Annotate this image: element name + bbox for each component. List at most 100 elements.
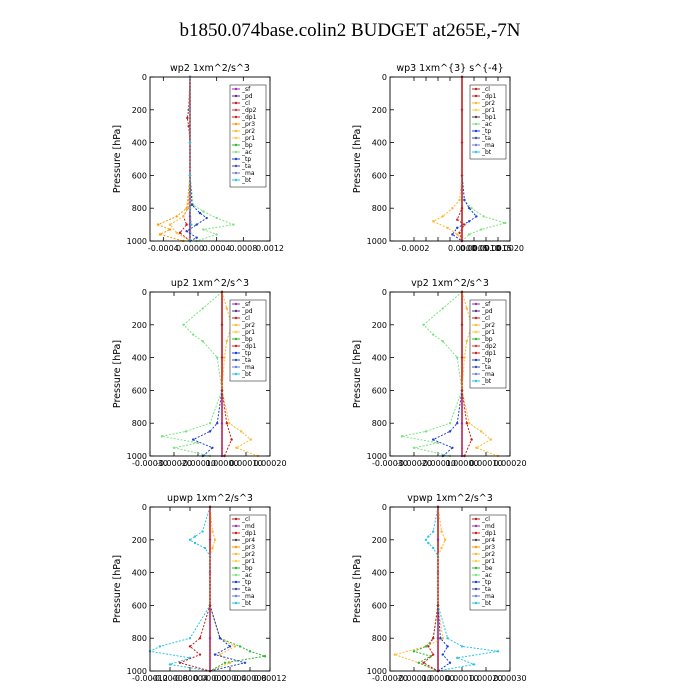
data-point	[468, 207, 471, 210]
data-point	[460, 389, 464, 392]
data-point	[205, 216, 208, 220]
legend-marker	[474, 559, 478, 563]
data-point	[448, 430, 452, 433]
data-point	[168, 663, 172, 666]
data-point	[196, 441, 200, 445]
data-point	[160, 435, 164, 438]
data-point	[460, 207, 464, 210]
legend-marker	[234, 164, 238, 168]
data-point	[238, 645, 242, 648]
legend-marker	[474, 87, 478, 91]
legend-entry: _md	[241, 523, 255, 530]
x-tick-label: -0.00020	[156, 459, 192, 468]
data-point	[440, 530, 443, 533]
data-point	[228, 422, 231, 425]
y-tick-label: 0	[382, 73, 387, 82]
data-point	[225, 307, 228, 310]
x-tick-label: -0.00004	[172, 674, 208, 683]
legend-marker	[234, 150, 238, 154]
legend-marker	[474, 358, 478, 362]
panel-title: wp2 1xm^2/s^3	[170, 63, 250, 74]
legend-marker	[474, 143, 478, 147]
data-point	[184, 430, 188, 433]
legend-entry: _dp1	[241, 114, 257, 121]
data-point	[480, 228, 483, 231]
legend-entry: _pr3	[241, 121, 255, 128]
data-point	[432, 438, 435, 441]
data-point	[465, 422, 468, 425]
series-line-tp	[191, 292, 223, 457]
data-point	[156, 223, 160, 226]
legend-entry: _ta	[481, 364, 491, 371]
legend-box	[229, 514, 267, 611]
x-tick-label: 0.00000	[193, 674, 226, 683]
legend-marker	[474, 150, 478, 154]
x-tick-label: 0.0004	[203, 244, 231, 253]
legend-entry: _bp	[481, 336, 493, 343]
legend-entry: _ac	[241, 572, 252, 579]
data-point	[223, 661, 227, 664]
data-point	[465, 340, 468, 343]
y-tick-label: 600	[132, 171, 147, 180]
legend-marker	[234, 566, 238, 570]
data-point	[446, 645, 449, 648]
legend-marker	[474, 545, 478, 549]
data-point	[412, 446, 416, 449]
legend-marker	[474, 108, 478, 112]
legend-marker	[474, 316, 478, 320]
data-point	[240, 430, 243, 433]
legend-entry: _ac	[481, 572, 492, 579]
legend-entry: _ma	[241, 364, 255, 371]
data-point	[208, 604, 212, 607]
data-point	[460, 422, 464, 425]
series-line-pr3	[156, 77, 191, 242]
data-point	[202, 228, 205, 231]
legend-marker	[234, 171, 238, 175]
data-point	[446, 226, 449, 230]
x-tick-label: 0.00000	[205, 459, 238, 468]
x-tick-label: 0.00010	[229, 459, 262, 468]
x-tick-label: -0.00030	[132, 459, 168, 468]
legend-marker	[474, 365, 478, 369]
series-line-dp1	[456, 77, 466, 242]
plot-frame	[389, 76, 511, 242]
y-axis-label: Pressure [hPa]	[352, 125, 363, 193]
plot-frame	[149, 506, 271, 672]
legend-entry: _dp2	[481, 343, 497, 350]
data-point	[230, 438, 233, 441]
y-tick-label: 200	[132, 536, 147, 545]
data-point	[218, 637, 222, 640]
data-point	[475, 215, 478, 218]
x-tick-label: -0.00010	[420, 459, 456, 468]
data-point	[393, 653, 396, 656]
data-point	[441, 307, 444, 310]
legend-marker	[474, 337, 478, 341]
y-axis-label: Pressure [hPa]	[112, 340, 123, 408]
y-tick-label: 600	[132, 386, 147, 395]
legend-marker	[474, 115, 478, 119]
y-tick-label: 400	[132, 569, 147, 578]
legend-marker	[234, 372, 238, 376]
panel-title: upwp 1xm^2/s^3	[167, 493, 253, 504]
data-point	[480, 430, 483, 433]
y-axis-label: Pressure [hPa]	[352, 555, 363, 623]
legend-entry: _pd	[241, 93, 253, 100]
y-tick-label: 200	[132, 321, 147, 330]
y-tick-label: 400	[372, 569, 387, 578]
data-point	[232, 223, 235, 226]
legend-entry: _pd	[241, 308, 253, 315]
legend-entry: _pd	[481, 308, 493, 315]
data-point	[436, 441, 440, 445]
legend-entry: _bt	[481, 600, 492, 607]
legend-entry: _cl	[241, 516, 250, 523]
series-line-ac	[401, 291, 463, 457]
legend-entry: _ta	[241, 357, 251, 364]
legend-marker	[234, 552, 238, 556]
x-tick-label: 0.00020	[469, 674, 502, 683]
data-point	[216, 356, 219, 359]
legend-marker	[234, 358, 238, 362]
data-point	[220, 389, 224, 392]
data-point	[249, 438, 252, 441]
x-tick-label: 0.00020	[493, 459, 526, 468]
legend-marker	[474, 587, 478, 591]
